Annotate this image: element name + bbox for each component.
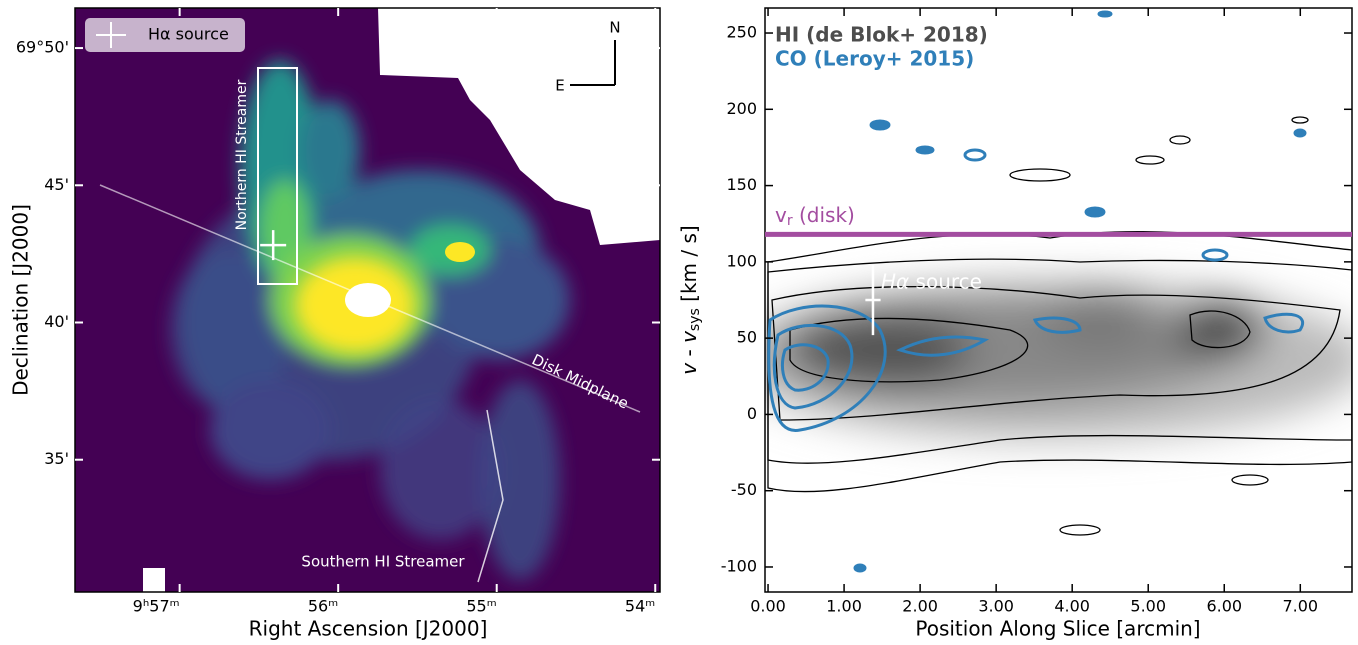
y-tick-label: 200 <box>726 99 757 118</box>
y-tick-label: 69°50' <box>16 38 69 57</box>
label-part: Hα <box>881 269 909 293</box>
pv-image <box>917 147 933 153</box>
y-tick-label: 50 <box>737 328 757 347</box>
y-tick-label: -50 <box>731 480 757 499</box>
label-part: sys <box>687 308 703 331</box>
y-axis-label: Declination [J2000] <box>9 204 33 396</box>
x-tick-label: 55ᵐ <box>466 597 496 616</box>
x-tick-label: 7.00 <box>1282 597 1318 616</box>
y-tick-label: 45' <box>44 175 69 194</box>
sky-image <box>210 380 330 480</box>
compass-label: E <box>555 77 564 95</box>
annotation: Northern HI Streamer <box>234 79 250 230</box>
x-tick-label: 3.00 <box>978 597 1014 616</box>
pv-image <box>1086 208 1104 216</box>
y-tick-label: 250 <box>726 23 757 42</box>
x-tick-label: 5.00 <box>1130 597 1166 616</box>
y-tick-label: 150 <box>726 175 757 194</box>
y-tick-label: 40' <box>44 312 69 331</box>
x-tick-label: 1.00 <box>826 597 862 616</box>
sky-image <box>300 100 360 200</box>
figure: Hα source Northern HI Streamer Disk Midp… <box>0 0 1358 645</box>
y-tick-label: 35' <box>44 449 69 468</box>
compass-label: N <box>609 19 620 37</box>
sky-image <box>380 400 500 540</box>
x-tick-label: 0.00 <box>750 597 786 616</box>
sky-image <box>345 283 391 317</box>
label-part: - <box>677 343 701 363</box>
annotation: Southern HI Streamer <box>301 553 465 571</box>
page: {"chart_data": [ {"type": "image", "x_la… <box>0 0 1358 645</box>
label-part: source <box>909 269 982 293</box>
sky-image <box>445 242 475 262</box>
source-label: Hα source <box>881 269 982 293</box>
pv-image <box>730 280 1358 440</box>
x-tick-label: 9ʰ57ᵐ <box>133 597 180 616</box>
pv-image <box>871 121 889 129</box>
x-tick-label: 2.00 <box>902 597 938 616</box>
pv-image <box>1040 290 1160 350</box>
x-tick-label: 56ᵐ <box>308 597 338 616</box>
y-axis-label: v - vsys [km / s] <box>677 225 704 374</box>
label-part: v <box>775 203 787 227</box>
label-part: (disk) <box>793 203 855 227</box>
x-axis-label: Position Along Slice [arcmin] <box>915 617 1200 641</box>
x-tick-label: 4.00 <box>1054 597 1090 616</box>
y-tick-label: 0 <box>747 404 757 423</box>
pv-image <box>855 565 865 571</box>
legend-label: CO (Leroy+ 2015) <box>775 47 974 71</box>
pv-image <box>1099 12 1111 16</box>
legend-label: HI (de Blok+ 2018) <box>775 23 988 47</box>
x-tick-label: 54ᵐ <box>625 597 655 616</box>
y-tick-label: 100 <box>726 251 757 270</box>
sky-image <box>75 8 660 592</box>
x-tick-label: 6.00 <box>1206 597 1242 616</box>
pv-image <box>1175 300 1265 360</box>
pv-image <box>730 8 1358 592</box>
label-part: [km / s] <box>677 225 701 308</box>
body: Hα source Northern HI Streamer Disk Midp… <box>0 0 1358 645</box>
sky-image <box>143 568 165 592</box>
legend-label: Hα source <box>148 25 229 44</box>
x-axis-label: Right Ascension [J2000] <box>249 617 488 641</box>
y-tick-label: -100 <box>721 556 757 575</box>
pv-image <box>1295 130 1305 136</box>
